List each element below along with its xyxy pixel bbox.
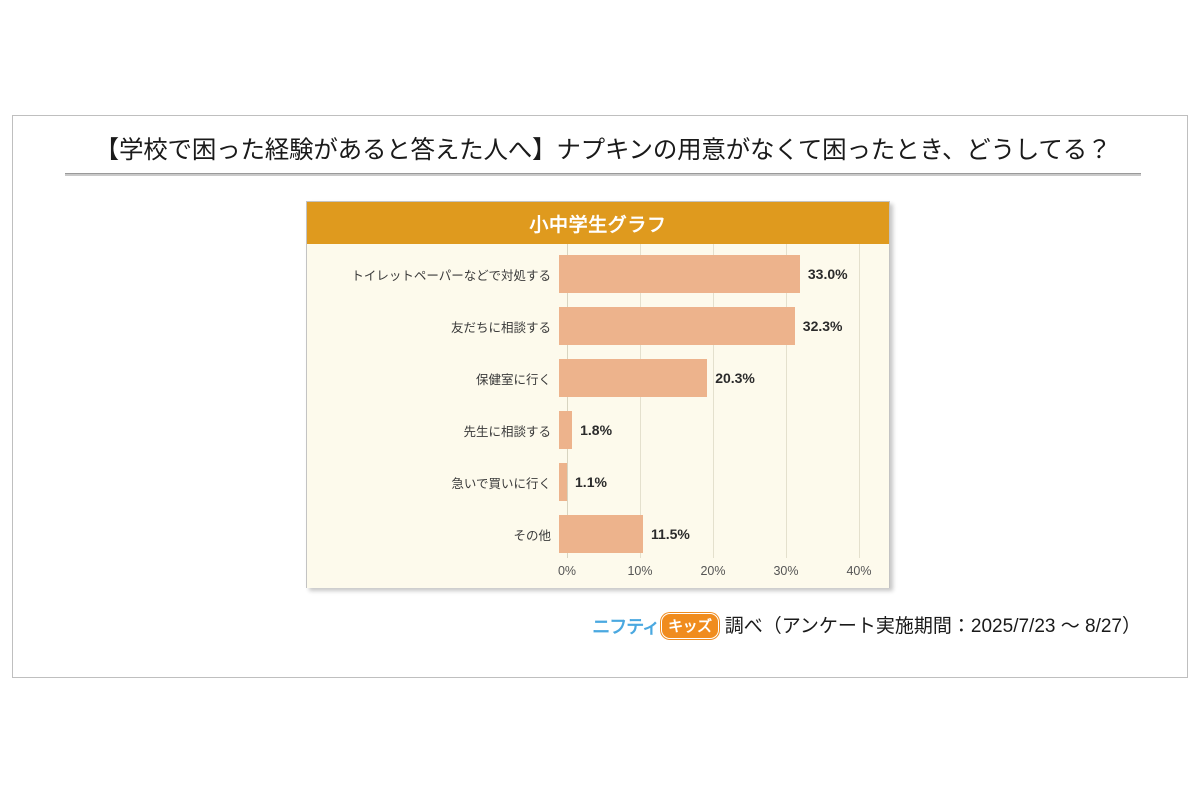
x-axis-tick: 20% xyxy=(700,564,726,578)
bar-row: トイレットペーパーなどで対処する 33.0% xyxy=(307,248,889,300)
bar[interactable] xyxy=(559,515,643,553)
bar-zone: 11.5% xyxy=(559,508,889,560)
gridlines xyxy=(567,244,889,558)
gridline xyxy=(786,244,787,558)
logo-nifty-text: ニフティ xyxy=(592,616,660,637)
bar-value-label: 1.1% xyxy=(575,474,607,490)
bar[interactable] xyxy=(559,411,573,449)
x-axis-tick: 40% xyxy=(846,564,872,578)
bar-zone: 1.1% xyxy=(559,456,889,508)
title-divider xyxy=(65,173,1141,177)
x-axis-tick: 30% xyxy=(773,564,799,578)
bar-category-label: トイレットペーパーなどで対処する xyxy=(351,268,551,283)
gridline xyxy=(640,244,641,558)
headline-block: 【学校で困った経験があると答えた人へ】ナプキンの用意がなくて困ったとき、どうして… xyxy=(65,137,1141,177)
plot-area: トイレットペーパーなどで対処する 33.0% 友だちに相談する 32.3% 保健室に行く… xyxy=(307,244,889,588)
bar-zone: 32.3% xyxy=(559,300,889,352)
bar-row: その他 11.5% xyxy=(307,508,889,560)
bar-value-label: 1.8% xyxy=(580,422,613,438)
x-axis: 0% 10% 20% 30% 40% xyxy=(558,558,889,588)
gridline xyxy=(567,244,568,558)
x-axis-tick: 0% xyxy=(557,564,577,578)
chart-panel: 小中学生グラフ トイレットペーパーなどで対処する 33.0% 友だちに相談する 32.… xyxy=(306,201,890,588)
logo-kids-badge: キッズ xyxy=(661,612,719,639)
bar-row: 保健室に行く 20.3% xyxy=(307,352,889,404)
bar-zone: 20.3% xyxy=(559,352,889,404)
gridline xyxy=(713,244,714,558)
bar-category-label: 急いで買いに行く xyxy=(451,476,551,491)
bar[interactable] xyxy=(559,463,568,501)
bar-category-label: 先生に相談する xyxy=(463,424,551,439)
bar[interactable] xyxy=(559,307,795,345)
bar-category-label: その他 xyxy=(513,528,551,543)
bar-row: 急いで買いに行く 1.1% xyxy=(307,456,889,508)
bar-row: 先生に相談する 1.8% xyxy=(307,404,889,456)
bar-value-label: 11.5% xyxy=(650,526,690,542)
credit-text: 調べ（アンケート実施期間：2025/7/23 〜 8/27） xyxy=(724,616,1141,637)
bar[interactable] xyxy=(559,359,708,397)
bar-zone: 33.0% xyxy=(559,248,889,300)
bar-rows: トイレットペーパーなどで対処する 33.0% 友だちに相談する 32.3% 保健室に行く… xyxy=(307,244,889,558)
bar-value-label: 20.3% xyxy=(715,370,755,386)
bar-zone: 1.8% xyxy=(559,404,889,456)
page-title: 【学校で困った経験があると答えた人へ】ナプキンの用意がなくて困ったとき、どうして… xyxy=(94,137,1112,164)
x-axis-tick: 10% xyxy=(627,564,653,578)
slide-frame: 【学校で困った経験があると答えた人へ】ナプキンの用意がなくて困ったとき、どうして… xyxy=(12,115,1188,678)
gridline xyxy=(859,244,860,558)
bar-category-label: 保健室に行く xyxy=(475,372,551,387)
bar-category-label: 友だちに相談する xyxy=(450,320,551,335)
bar[interactable] xyxy=(559,255,800,293)
bar-value-label: 33.0% xyxy=(807,266,848,282)
nifty-kids-logo: ニフティ キッズ xyxy=(592,612,719,639)
chart-title: 小中学生グラフ xyxy=(307,202,889,244)
bar-value-label: 32.3% xyxy=(802,318,843,334)
bar-row: 友だちに相談する 32.3% xyxy=(307,300,889,352)
source-credit: ニフティ キッズ 調べ（アンケート実施期間：2025/7/23 〜 8/27） xyxy=(13,611,1141,639)
